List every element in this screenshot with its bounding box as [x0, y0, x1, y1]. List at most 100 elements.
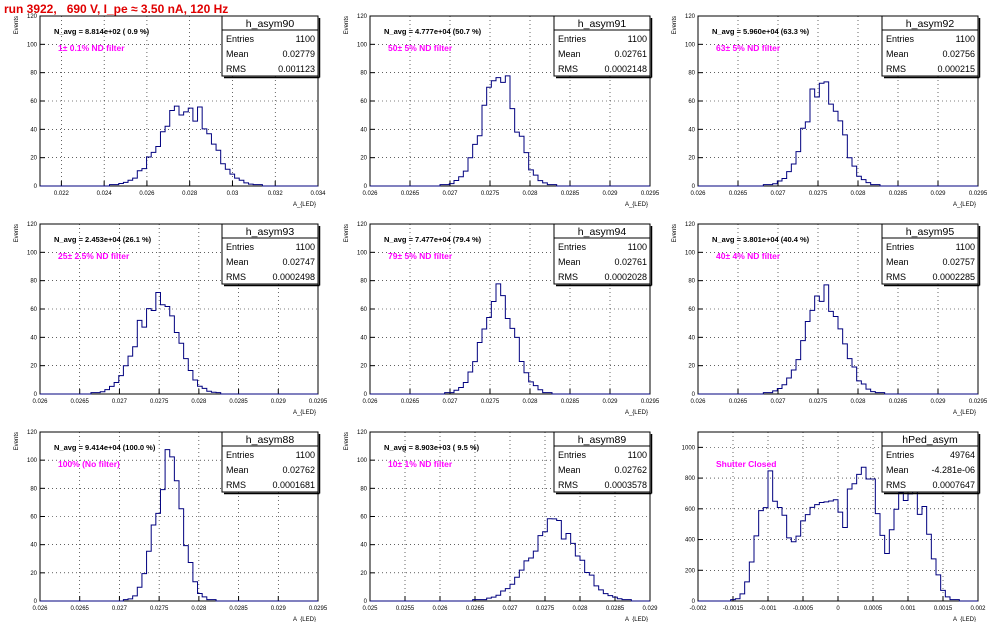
stats-value: 1100	[956, 34, 975, 44]
x-tick-label: 0.0295	[969, 191, 988, 197]
x-tick-label: 0.022	[54, 191, 70, 197]
y-tick-label: 40	[360, 335, 367, 341]
x-tick-label: 0.0265	[71, 399, 90, 405]
x-tick-label: 0.0295	[641, 191, 660, 197]
x-tick-label: 0.0285	[561, 191, 580, 197]
x-tick-label: 0.029	[930, 191, 946, 197]
stats-value: 0.0002028	[604, 272, 647, 282]
x-tick-label: 0.001	[900, 606, 916, 612]
stats-value: 49764	[950, 450, 975, 460]
stats-value: 1100	[296, 242, 315, 252]
stats-label: RMS	[226, 272, 246, 282]
navg-label: N_avg = 7.477e+04 (79.4 %)	[384, 235, 482, 244]
y-tick-label: 100	[357, 42, 368, 48]
x-tick-label: 0.0275	[481, 399, 500, 405]
histogram-line	[370, 75, 650, 187]
y-tick-label: 80	[688, 279, 695, 285]
histogram-name: hPed_asym	[902, 434, 958, 446]
filter-annotation: Shutter Closed	[716, 459, 776, 469]
x-tick-label: 0.0275	[481, 191, 500, 197]
x-tick-label: 0.029	[642, 606, 658, 612]
y-tick-label: 120	[27, 14, 38, 20]
x-tick-label: 0.0015	[934, 606, 953, 612]
stats-label: Entries	[558, 450, 587, 460]
stats-label: RMS	[558, 272, 578, 282]
x-tick-label: 0.0265	[71, 606, 90, 612]
y-tick-label: 0	[692, 392, 696, 398]
stats-label: RMS	[886, 64, 906, 74]
filter-annotation: 79± 5% ND filter	[388, 251, 453, 261]
histogram-panel-h_asym91: 0.026 0.0265 0.027 0.0275 0.028 0.0285 0.029 0.…	[344, 14, 660, 208]
x-tick-label: 0.0295	[309, 606, 328, 612]
y-axis-label: Events	[14, 224, 20, 242]
histogram-line	[370, 283, 650, 395]
x-axis-label: A_{LED}	[625, 617, 648, 622]
y-tick-label: 60	[30, 307, 37, 313]
y-tick-label: 600	[685, 507, 696, 513]
stats-value: 1100	[956, 242, 975, 252]
y-tick-label: 80	[360, 71, 367, 77]
stats-value: 0.000215	[937, 64, 975, 74]
x-tick-label: 0.03	[227, 191, 239, 197]
stats-value: 0.0002285	[932, 272, 975, 282]
x-axis-label: A_{LED}	[293, 617, 316, 622]
stats-label: Entries	[886, 242, 915, 252]
x-tick-label: -0.0005	[793, 606, 814, 612]
navg-label: N_avg = 8.903e+03 ( 9.5 %)	[384, 443, 480, 452]
stats-label: Mean	[558, 49, 581, 59]
y-tick-label: 0	[34, 184, 38, 190]
stats-label: Entries	[558, 34, 587, 44]
histogram-panel-h_asym95: 0.026 0.0265 0.027 0.0275 0.028 0.0285 0.029 0.…	[672, 222, 988, 416]
y-axis-label: Events	[344, 432, 350, 450]
x-tick-label: 0.028	[572, 606, 588, 612]
x-axis-label: A_{LED}	[293, 410, 316, 416]
y-tick-label: 100	[685, 250, 696, 256]
y-tick-label: 0	[692, 599, 696, 605]
x-tick-label: 0.026	[690, 191, 706, 197]
stats-value: 0.0002498	[272, 272, 315, 282]
x-tick-label: 0.0265	[729, 191, 748, 197]
x-axis-label: A_{LED}	[625, 202, 648, 208]
y-tick-label: 80	[30, 71, 37, 77]
stats-value: 1100	[296, 450, 315, 460]
filter-annotation: 1± 0.1% ND filter	[58, 43, 125, 53]
x-tick-label: 0.028	[191, 399, 207, 405]
histogram-name: h_asym89	[578, 434, 627, 446]
stats-value: 0.02747	[282, 257, 315, 267]
filter-annotation: 10± 1% ND filter	[388, 459, 453, 469]
x-tick-label: 0.027	[442, 399, 458, 405]
stats-box	[221, 431, 319, 493]
y-tick-label: 120	[685, 14, 696, 20]
y-tick-label: 60	[360, 515, 367, 521]
x-tick-label: 0.0275	[809, 399, 828, 405]
stats-value: 0.0007647	[932, 480, 975, 490]
navg-label: N_avg = 5.960e+04 (63.3 %)	[712, 27, 810, 36]
y-tick-label: 1000	[682, 445, 696, 451]
x-tick-label: 0.027	[442, 191, 458, 197]
y-axis-label: Events	[344, 224, 350, 242]
filter-annotation: 100% (No filter)	[58, 459, 120, 469]
stats-box	[881, 431, 979, 493]
y-tick-label: 40	[360, 127, 367, 133]
page-title: run 3922, 690 V, I_pe ≈ 3.50 nA, 120 Hz	[4, 2, 229, 16]
x-tick-label: 0.029	[930, 399, 946, 405]
stats-value: 1100	[628, 242, 647, 252]
histogram-panel-h_asym90: 0.022 0.024 0.026 0.028 0.03 0.032 0.034 0 20 40 6…	[14, 14, 326, 208]
x-tick-label: 0.026	[32, 399, 48, 405]
y-tick-label: 60	[360, 99, 367, 105]
y-tick-label: 0	[692, 184, 696, 190]
histogram-line	[370, 518, 650, 602]
y-tick-label: 40	[30, 335, 37, 341]
stats-label: Entries	[226, 34, 255, 44]
x-tick-label: 0.0285	[229, 606, 248, 612]
stats-label: Mean	[226, 465, 249, 475]
y-tick-label: 80	[30, 279, 37, 285]
y-tick-label: 120	[27, 430, 38, 436]
y-tick-label: 20	[688, 364, 695, 370]
histogram-line	[698, 466, 978, 602]
stats-label: Mean	[886, 257, 909, 267]
y-tick-label: 400	[685, 538, 696, 544]
y-tick-label: 120	[357, 14, 368, 20]
y-tick-label: 100	[27, 458, 38, 464]
stats-value: 1100	[296, 34, 315, 44]
